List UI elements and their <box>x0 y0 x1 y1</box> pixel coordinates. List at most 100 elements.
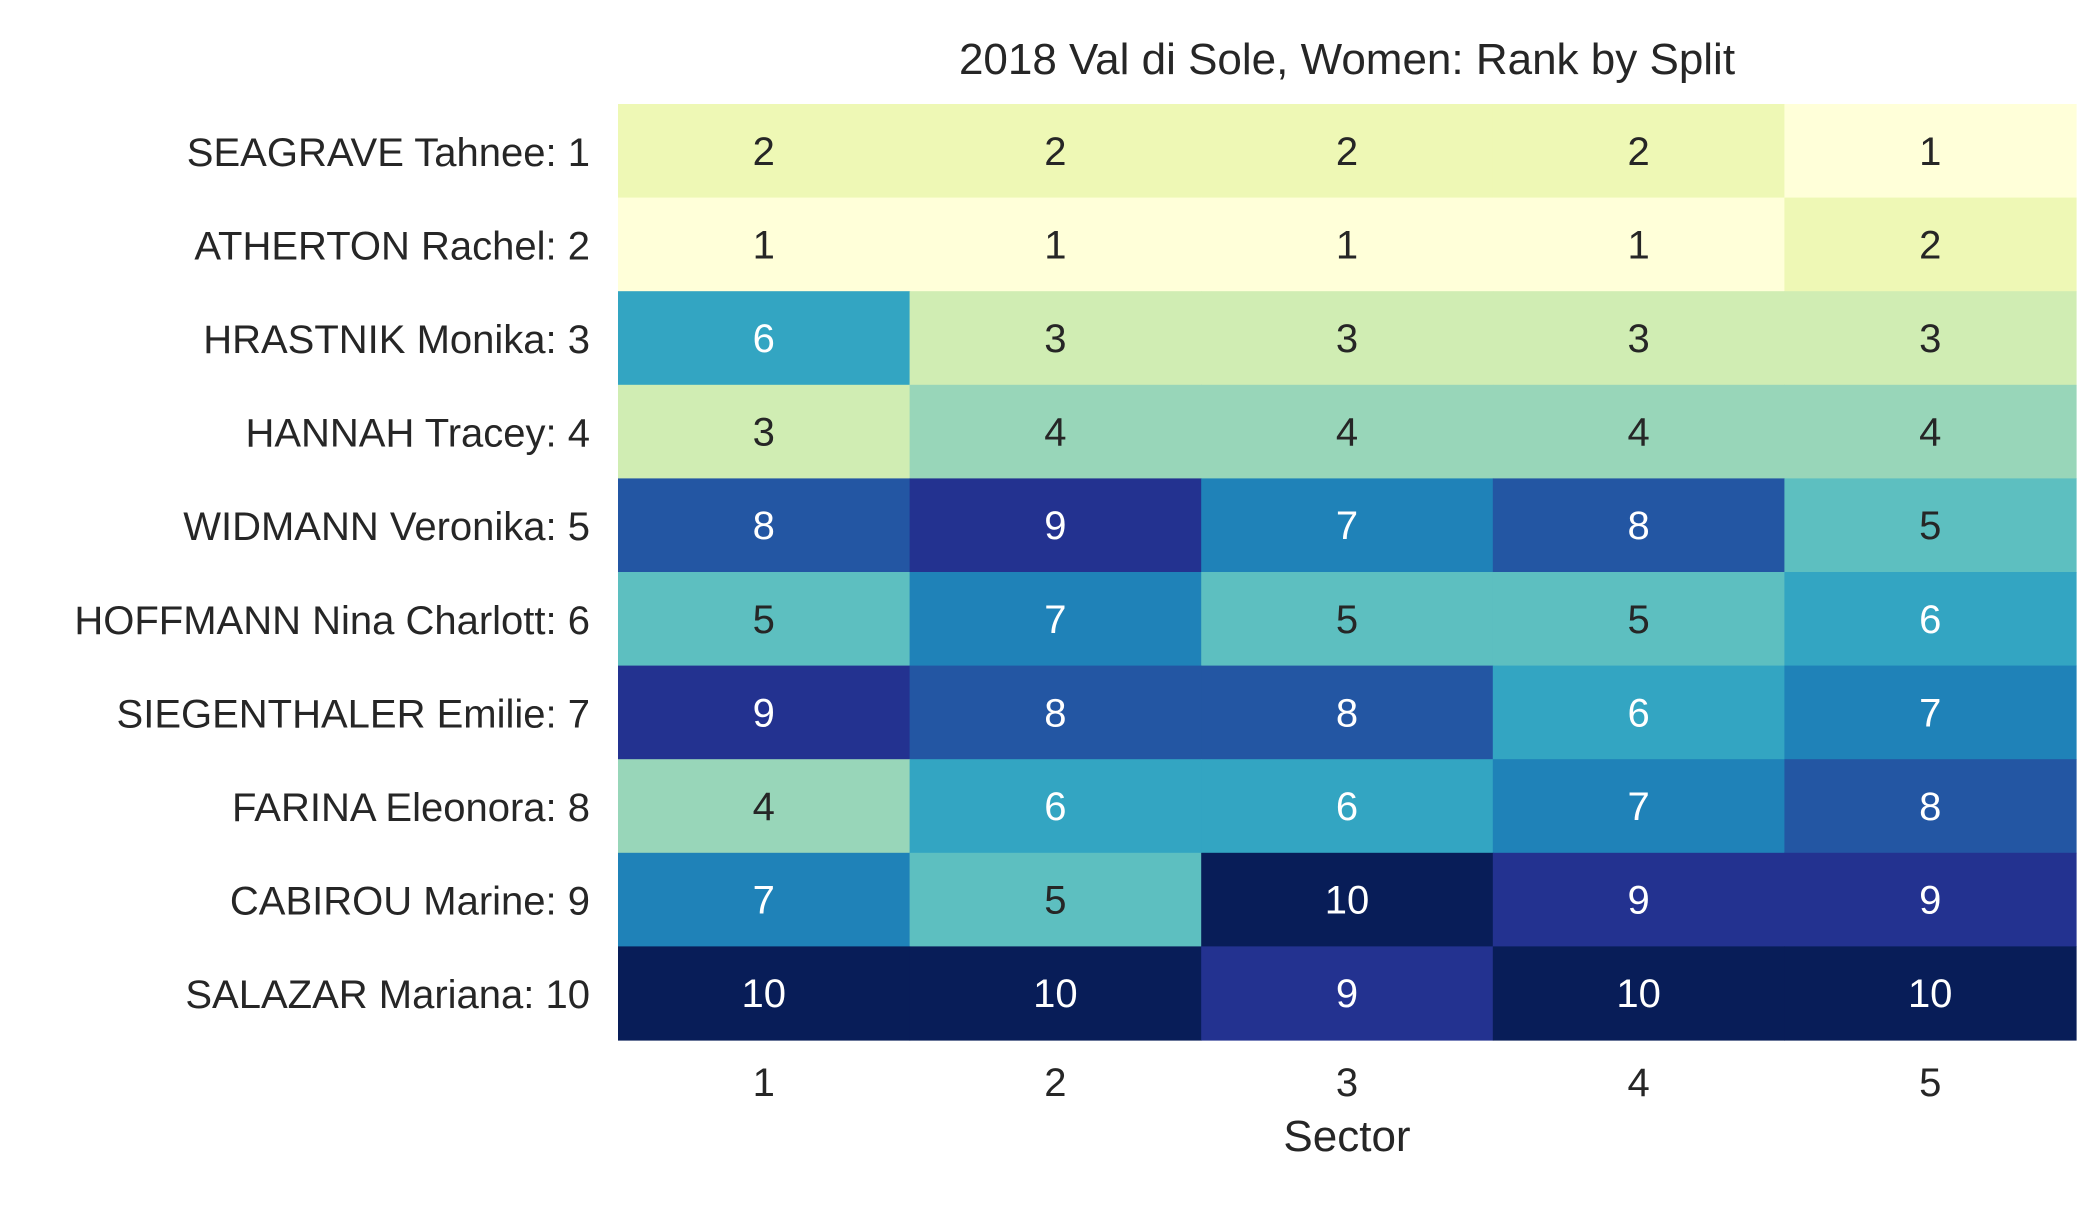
cell-annotation: 1 <box>1627 223 1649 267</box>
heatmap-cell <box>1201 291 1494 386</box>
y-tick-label: SIEGENTHALER Emilie: 7 <box>117 692 590 736</box>
chart-title: 2018 Val di Sole, Women: Rank by Split <box>959 35 1735 84</box>
cell-annotation: 1 <box>1044 223 1066 267</box>
cell-annotation: 5 <box>1336 598 1358 642</box>
cell-annotation: 7 <box>1919 691 1941 735</box>
y-tick-label: CABIROU Marine: 9 <box>230 880 590 924</box>
cell-annotation: 10 <box>1908 972 1953 1016</box>
y-tick-label: HOFFMANN Nina Charlott: 6 <box>74 599 590 643</box>
x-tick-label: 5 <box>1919 1061 1941 1105</box>
cell-annotation: 7 <box>753 879 775 923</box>
heatmap-cell <box>1201 478 1494 573</box>
cell-annotation: 4 <box>753 785 775 829</box>
heatmap-cell <box>1492 104 1785 199</box>
y-tick-label: HANNAH Tracey: 4 <box>245 412 590 456</box>
heatmap-cell <box>1201 946 1494 1041</box>
heatmap-cell <box>618 665 911 760</box>
cell-annotation: 10 <box>1325 879 1370 923</box>
cell-annotation: 2 <box>1919 223 1941 267</box>
cell-annotation: 3 <box>1627 317 1649 361</box>
cell-annotation: 4 <box>1044 411 1066 455</box>
heatmap-cell <box>1492 478 1785 573</box>
heatmap-cell <box>909 291 1202 386</box>
heatmap-cell <box>1492 572 1785 667</box>
heatmap-cell <box>1492 759 1785 854</box>
heatmap-cell <box>1784 104 2077 199</box>
heatmap-cell <box>909 665 1202 760</box>
cell-annotation: 9 <box>1919 879 1941 923</box>
heatmap-cell <box>909 572 1202 667</box>
heatmap-cell <box>1201 197 1494 292</box>
heatmap-cell <box>618 197 911 292</box>
cell-annotations: 2 2 2 2 1 1 1 1 1 2 6 3 3 3 3 3 4 4 4 4 8 9 7 8 5 5 7 5 5 6 9 8 8 6 7 4 6 6 7 8… <box>742 130 1953 1016</box>
heatmap-cell <box>618 104 911 199</box>
heatmap-cell <box>1492 665 1785 760</box>
heatmap-cell <box>1492 852 1785 947</box>
cell-annotation: 9 <box>1627 879 1649 923</box>
cell-annotation: 8 <box>1336 691 1358 735</box>
cell-annotation: 1 <box>1336 223 1358 267</box>
cell-annotation: 5 <box>1919 504 1941 548</box>
heatmap-cell <box>1784 946 2077 1041</box>
heatmap-cell <box>1784 197 2077 292</box>
cell-annotation: 5 <box>1044 879 1066 923</box>
cell-annotation: 9 <box>1044 504 1066 548</box>
cell-annotation: 7 <box>1627 785 1649 829</box>
heatmap-cell <box>1784 665 2077 760</box>
y-tick-label: HRASTNIK Monika: 3 <box>203 318 590 362</box>
cell-annotation: 10 <box>1616 972 1661 1016</box>
cell-annotation: 3 <box>1336 317 1358 361</box>
cell-annotation: 10 <box>742 972 787 1016</box>
heatmap-cell <box>1201 759 1494 854</box>
cell-annotation: 8 <box>1627 504 1649 548</box>
cell-annotation: 3 <box>1919 317 1941 361</box>
y-tick-label: SEAGRAVE Tahnee: 1 <box>187 131 590 175</box>
cell-annotation: 4 <box>1627 411 1649 455</box>
cell-annotation: 2 <box>753 130 775 174</box>
cell-annotation: 5 <box>753 598 775 642</box>
y-tick-label: FARINA Eleonora: 8 <box>232 786 590 830</box>
cell-annotation: 3 <box>753 411 775 455</box>
heatmap-cell <box>618 946 911 1041</box>
cell-annotation: 6 <box>753 317 775 361</box>
cell-annotation: 2 <box>1044 130 1066 174</box>
cell-annotation: 9 <box>1336 972 1358 1016</box>
heatmap-cell <box>618 759 911 854</box>
cell-annotation: 9 <box>753 691 775 735</box>
cell-annotation: 7 <box>1044 598 1066 642</box>
heatmap-cell <box>1492 291 1785 386</box>
heatmap-cell <box>1784 759 2077 854</box>
heatmap-cell <box>1201 852 1494 947</box>
heatmap-cell <box>909 384 1202 479</box>
cell-annotation: 7 <box>1336 504 1358 548</box>
cell-annotation: 6 <box>1044 785 1066 829</box>
y-tick-labels: SEAGRAVE Tahnee: 1 ATHERTON Rachel: 2 HRAS… <box>74 131 590 1017</box>
heatmap-cell <box>618 384 911 479</box>
heatmap-cell <box>1784 291 2077 386</box>
cell-annotation: 8 <box>1919 785 1941 829</box>
heatmap-cell <box>1201 384 1494 479</box>
heatmap-cell <box>1784 572 2077 667</box>
cell-annotation: 4 <box>1919 411 1941 455</box>
heatmap-cell <box>1201 572 1494 667</box>
cell-annotation: 10 <box>1033 972 1078 1016</box>
x-axis-label: Sector <box>1283 1112 1410 1161</box>
heatmap-cell <box>1492 384 1785 479</box>
cell-annotation: 4 <box>1336 411 1358 455</box>
x-tick-label: 4 <box>1627 1061 1649 1105</box>
heatmap-cells <box>618 104 2077 1041</box>
cell-annotation: 6 <box>1336 785 1358 829</box>
heatmap-cell <box>1784 478 2077 573</box>
heatmap-cell <box>618 572 911 667</box>
cell-annotation: 1 <box>753 223 775 267</box>
cell-annotation: 6 <box>1919 598 1941 642</box>
heatmap-cell <box>1492 197 1785 292</box>
y-tick-label: ATHERTON Rachel: 2 <box>194 224 590 268</box>
heatmap-cell <box>1492 946 1785 1041</box>
heatmap-cell <box>1201 104 1494 199</box>
cell-annotation: 1 <box>1919 130 1941 174</box>
y-tick-label: SALAZAR Mariana: 10 <box>185 973 590 1017</box>
cell-annotation: 2 <box>1627 130 1649 174</box>
